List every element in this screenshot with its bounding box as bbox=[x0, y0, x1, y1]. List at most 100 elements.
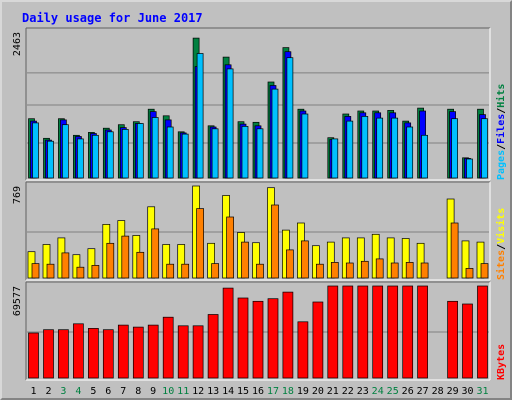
bar-visits-day-2 bbox=[42, 244, 51, 279]
day-label: 16 bbox=[252, 386, 264, 397]
chart-title: Daily usage for June 2017 bbox=[22, 11, 203, 25]
bar-kbytes-day-4 bbox=[73, 323, 84, 379]
panel-legend: Pages/Files/Hits bbox=[495, 84, 507, 180]
bar-kbytes-day-13 bbox=[207, 314, 219, 379]
bar-kbytes-day-20 bbox=[312, 301, 324, 379]
bar-sites-day-12 bbox=[196, 208, 204, 279]
bar-kbytes-day-12 bbox=[192, 325, 204, 379]
bar-sites-day-25 bbox=[390, 262, 399, 279]
bar-kbytes-day-15 bbox=[237, 297, 249, 379]
bar-sites-day-11 bbox=[181, 263, 190, 279]
bar-kbytes-day-29 bbox=[447, 300, 458, 379]
bar-sites-day-10 bbox=[166, 263, 175, 279]
bar-pages-day-31 bbox=[481, 118, 488, 179]
day-label: 29 bbox=[447, 386, 459, 397]
bar-pages-day-2 bbox=[47, 140, 54, 179]
bar-sites-day-13 bbox=[211, 263, 219, 279]
day-label: 21 bbox=[327, 386, 339, 397]
bar-kbytes-day-21 bbox=[327, 285, 339, 379]
y-max-label: 2463 bbox=[12, 32, 23, 56]
day-labels: 1 2 3 4 5 6 7 8 9 10 11 12 13 14 15 16 17 18 19 20 21 22 23 24 2… bbox=[30, 386, 488, 397]
panel-legend: Sites/Visits bbox=[495, 208, 507, 280]
bar-sites-day-4 bbox=[76, 266, 85, 279]
bar-kbytes-day-17 bbox=[267, 298, 279, 379]
day-label: 26 bbox=[402, 386, 414, 397]
bar-visits-day-20 bbox=[312, 245, 320, 279]
bar-sites-day-5 bbox=[91, 265, 100, 279]
bar-kbytes-day-9 bbox=[147, 324, 159, 379]
legend-entry: / bbox=[496, 144, 507, 150]
bar-sites-day-27 bbox=[420, 262, 429, 279]
bar-visits-day-11 bbox=[177, 244, 186, 279]
day-label: 15 bbox=[237, 386, 249, 397]
bar-pages-day-5 bbox=[92, 134, 99, 179]
day-label: 20 bbox=[312, 386, 324, 397]
bar-pages-day-17 bbox=[271, 88, 279, 179]
bar-sites-day-16 bbox=[256, 263, 264, 279]
bar-sites-day-30 bbox=[465, 268, 474, 279]
bar-kbytes-day-6 bbox=[102, 329, 114, 379]
bar-pages-day-29 bbox=[451, 118, 458, 179]
bar-pages-day-8 bbox=[136, 123, 144, 179]
bar-visits-day-5 bbox=[87, 248, 96, 279]
bar-kbytes-day-31 bbox=[477, 285, 488, 379]
bar-sites-day-31 bbox=[480, 263, 489, 279]
bar-kbytes-day-1 bbox=[28, 332, 39, 379]
panel-legend: KBytes bbox=[496, 344, 507, 380]
day-label: 5 bbox=[90, 386, 96, 397]
y-max-label: 769 bbox=[12, 186, 23, 204]
bar-visits-day-21 bbox=[326, 241, 335, 279]
bar-pages-day-22 bbox=[346, 120, 354, 179]
bar-visits-day-31 bbox=[476, 241, 485, 279]
bar-kbytes-day-11 bbox=[177, 325, 189, 379]
bar-sites-day-20 bbox=[316, 263, 324, 279]
bar-pages-day-24 bbox=[376, 117, 384, 179]
bar-visits-day-13 bbox=[207, 242, 215, 279]
bar-pages-day-14 bbox=[226, 68, 234, 179]
day-label: 9 bbox=[150, 386, 156, 397]
day-label: 11 bbox=[177, 386, 189, 397]
panel-visits_sites: 769 Sites/Visits bbox=[12, 181, 507, 281]
bar-pages-day-21 bbox=[331, 138, 339, 179]
day-label: 22 bbox=[342, 386, 354, 397]
bar-sites-day-14 bbox=[226, 216, 234, 279]
bar-kbytes-day-30 bbox=[462, 303, 473, 379]
legend-entry: KBytes bbox=[496, 344, 507, 380]
bar-visits-day-24 bbox=[371, 233, 380, 279]
day-label: 24 bbox=[372, 386, 384, 397]
bar-sites-day-1 bbox=[31, 263, 40, 279]
day-label: 14 bbox=[222, 386, 234, 397]
legend-entry: Visits bbox=[495, 208, 507, 244]
bar-pages-day-27 bbox=[421, 134, 428, 179]
day-label: 31 bbox=[476, 386, 488, 397]
bar-pages-day-6 bbox=[106, 131, 114, 179]
bar-kbytes-day-27 bbox=[417, 285, 428, 379]
legend-entry: Sites bbox=[495, 250, 507, 280]
bar-pages-day-26 bbox=[406, 126, 414, 179]
bar-sites-day-19 bbox=[301, 240, 309, 279]
bar-visits-day-10 bbox=[162, 244, 171, 279]
bar-kbytes-day-26 bbox=[402, 285, 414, 379]
bar-kbytes-day-23 bbox=[357, 285, 369, 379]
bar-visits-day-22 bbox=[341, 237, 350, 279]
bar-sites-day-22 bbox=[345, 262, 354, 279]
bar-kbytes-day-2 bbox=[43, 329, 54, 379]
bar-pages-day-7 bbox=[121, 129, 129, 179]
day-label: 27 bbox=[417, 386, 429, 397]
bar-sites-day-2 bbox=[46, 263, 55, 279]
bar-pages-day-12 bbox=[196, 53, 204, 179]
bar-kbytes-day-16 bbox=[252, 300, 264, 379]
bar-kbytes-day-3 bbox=[58, 329, 69, 379]
panel-kbytes: 69577 KBytes bbox=[12, 281, 507, 381]
bar-pages-day-25 bbox=[391, 117, 399, 179]
bar-kbytes-day-14 bbox=[222, 287, 234, 379]
bar-pages-day-18 bbox=[286, 57, 294, 179]
bar-sites-day-3 bbox=[61, 252, 70, 279]
bar-kbytes-day-19 bbox=[297, 321, 309, 379]
bar-pages-day-19 bbox=[301, 113, 309, 179]
bar-sites-day-8 bbox=[136, 251, 145, 279]
day-label: 4 bbox=[75, 386, 81, 397]
bar-sites-day-15 bbox=[241, 241, 249, 279]
